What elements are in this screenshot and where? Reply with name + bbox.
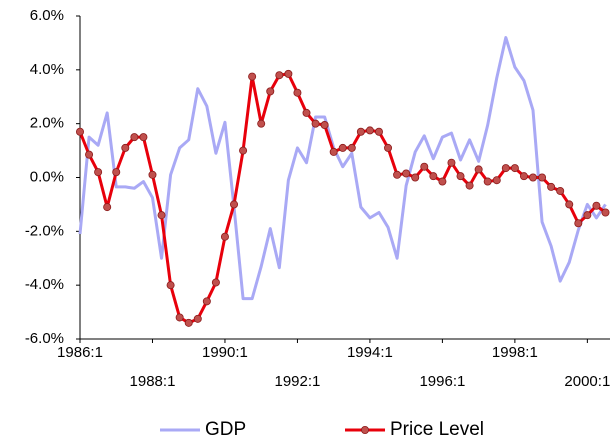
x-tick-label: 1996:1 (419, 373, 465, 390)
point (592, 201, 601, 210)
point (257, 119, 266, 128)
y-tick-label: -2.0% (25, 222, 64, 239)
point (447, 158, 456, 167)
point (338, 143, 347, 152)
point (574, 219, 583, 228)
point (429, 172, 438, 181)
point (211, 278, 220, 287)
point (393, 170, 402, 179)
point (284, 69, 293, 78)
point (411, 173, 420, 182)
point (193, 314, 202, 323)
legend-marker (360, 425, 369, 434)
x-tick-label: 1998:1 (492, 344, 538, 361)
point (103, 203, 112, 212)
point (365, 126, 374, 135)
point (583, 211, 592, 220)
point (492, 176, 501, 185)
point (220, 232, 229, 241)
point (547, 182, 556, 191)
point (510, 164, 519, 173)
point (112, 168, 121, 177)
point (293, 88, 302, 97)
legend-label: GDP (205, 419, 246, 440)
point (175, 313, 184, 322)
x-tick-label: 1994:1 (347, 344, 393, 361)
x-tick-label: 1988:1 (130, 373, 176, 390)
point (529, 173, 538, 182)
point (320, 121, 329, 130)
point (374, 127, 383, 136)
legend: GDP Price Level (160, 419, 484, 440)
point (438, 177, 447, 186)
x-tick-label: 1986:1 (57, 344, 103, 361)
point (420, 162, 429, 171)
point (465, 181, 474, 190)
point (248, 72, 257, 81)
point (184, 318, 193, 327)
x-tick-label: 1992:1 (274, 373, 320, 390)
y-tick-label: 2.0% (30, 115, 64, 132)
point (157, 211, 166, 220)
y-tick-label: 6.0% (30, 7, 64, 24)
point (266, 87, 275, 96)
x-tick-label: 1990:1 (202, 344, 248, 361)
point (601, 208, 610, 217)
series-line (78, 72, 607, 325)
y-tick-label: 4.0% (30, 61, 64, 78)
point (166, 281, 175, 290)
point (85, 150, 94, 159)
point (239, 146, 248, 155)
point (230, 200, 239, 209)
point (356, 127, 365, 136)
point (483, 177, 492, 186)
point (474, 165, 483, 174)
x-tick-label: 2000:1 (564, 373, 610, 390)
point (76, 127, 85, 136)
point (565, 200, 574, 209)
y-tick-label: -6.0% (25, 330, 64, 347)
series-line (78, 36, 607, 301)
point (202, 297, 211, 306)
point (329, 147, 338, 156)
point (148, 170, 157, 179)
legend-label: Price Level (390, 419, 484, 440)
point (94, 168, 103, 177)
point (139, 133, 148, 142)
point (519, 172, 528, 181)
point (501, 164, 510, 173)
point (121, 143, 130, 152)
point (538, 173, 547, 182)
point (347, 143, 356, 152)
y-tick-label: -4.0% (25, 276, 64, 293)
point (302, 108, 311, 117)
point (130, 133, 139, 142)
point (311, 119, 320, 128)
point (384, 143, 393, 152)
point (456, 172, 465, 181)
y-tick-label: 0.0% (30, 168, 64, 185)
point (556, 186, 565, 195)
point (402, 169, 411, 178)
point (275, 71, 284, 80)
